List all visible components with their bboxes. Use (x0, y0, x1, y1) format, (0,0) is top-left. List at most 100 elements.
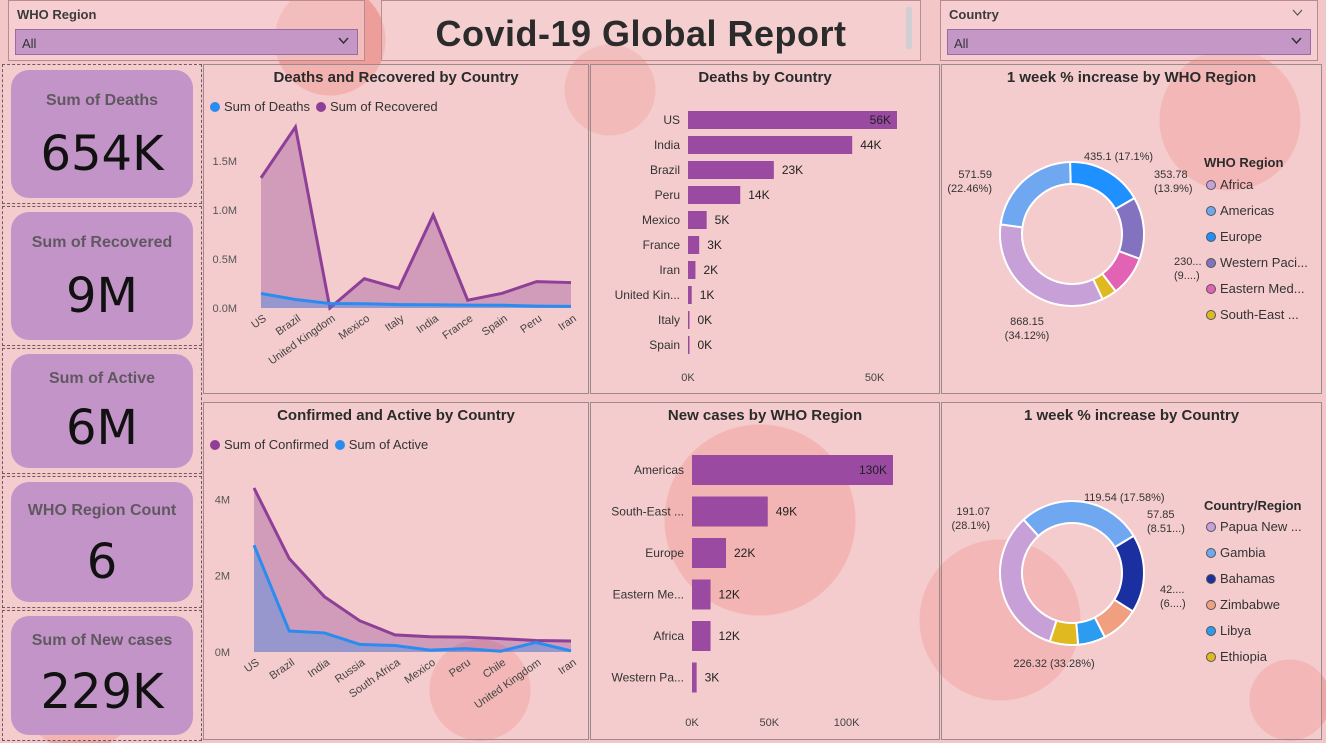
deaths-by-country-bar-chart[interactable]: US 56K India 44K Brazil 23K Peru 14K Mexico 5K Fra… (591, 65, 941, 395)
legend-dot-icon (316, 101, 326, 112)
x-tick-label: Mexico (402, 657, 437, 687)
legend-dot-icon (1206, 283, 1216, 294)
donut-slice (999, 223, 1104, 307)
legend-item[interactable]: Americas (1206, 203, 1274, 218)
donut-data-label: 868.15 (1010, 316, 1044, 328)
x-tick-label: US (249, 313, 268, 332)
bar-data-label: 0K (698, 313, 713, 327)
chart-panel-week-increase-who[interactable]: 1 week % increase by WHO Region 868.15 (3… (941, 64, 1322, 394)
kpi-label: Sum of Recovered (31, 234, 173, 251)
bar-category-label: Iran (659, 263, 680, 277)
chart-panel-new-cases-who[interactable]: New cases by WHO Region Americas 130K Sout… (590, 402, 940, 740)
chart-panel-deaths-recovered[interactable]: Deaths and Recovered by Country Sum of D… (203, 64, 589, 394)
legend-label: Sum of Confirmed (224, 437, 329, 452)
kpi-label: WHO Region Count (27, 502, 177, 519)
chart-legend: Sum of Deaths Sum of Recovered (210, 99, 444, 114)
legend-item[interactable]: Sum of Recovered (316, 99, 438, 114)
legend-dot-icon (1206, 599, 1216, 610)
legend-dot-icon (1206, 257, 1216, 268)
who-region-dropdown[interactable]: All (15, 29, 358, 55)
legend-dot-icon (1206, 651, 1216, 662)
x-tick-label: Peru (518, 313, 544, 336)
legend-item[interactable]: Western Paci... (1206, 255, 1308, 270)
series-line (252, 544, 572, 653)
week-increase-who-donut-chart[interactable]: 868.15 (34.12%) 571.59 (22.46%) 435.1 (17.1%… (942, 65, 1323, 395)
bar-data-label: 12K (719, 629, 740, 643)
x-tick-label: United Kingdom (472, 657, 543, 712)
donut-data-label: (6....) (1160, 598, 1186, 610)
bar-data-label: 1K (700, 288, 715, 302)
donut-data-label: (34.12%) (1005, 330, 1050, 342)
bar (692, 621, 711, 651)
week-increase-country-donut-chart[interactable]: 226.32 (33.28%) 191.07 (28.1%) 119.54 (17.5… (942, 403, 1323, 741)
legend-item[interactable]: Zimbabwe (1206, 597, 1280, 612)
chart-panel-week-increase-country[interactable]: 1 week % increase by Country 226.32 (33.… (941, 402, 1322, 740)
legend-label: Western Paci... (1220, 255, 1308, 270)
legend-item[interactable]: Europe (1206, 229, 1262, 244)
country-slicer[interactable]: Country All (940, 0, 1318, 61)
kpi-card-deaths: Sum of Deaths 654K (2, 64, 202, 204)
legend-dot-icon (1206, 625, 1216, 636)
kpi-label: Sum of Deaths (45, 92, 158, 109)
new-cases-who-bar-chart[interactable]: Americas 130K South-East ... 49K Europe 22K Ea… (591, 403, 941, 741)
bar-data-label: 0K (698, 338, 713, 352)
chart-panel-confirmed-active[interactable]: Confirmed and Active by Country Sum of C… (203, 402, 589, 740)
chart-title: New cases by WHO Region (667, 407, 863, 424)
legend-item[interactable]: Libya (1206, 623, 1251, 638)
series-area (254, 545, 571, 652)
legend-dot-icon (210, 101, 220, 112)
kpi-card-background: Sum of New cases 229K (11, 616, 193, 735)
legend-item[interactable]: South-East ... (1206, 307, 1299, 322)
legend-item[interactable]: Papua New ... (1206, 519, 1302, 534)
x-tick-label: Iran (556, 313, 578, 334)
legend-item[interactable]: Sum of Active (334, 437, 429, 452)
kpi-label: Sum of New cases (31, 632, 173, 649)
legend-label: Libya (1220, 623, 1252, 638)
donut-data-label: 57.85 (1147, 509, 1175, 521)
legend-label: Africa (1220, 177, 1254, 192)
donut-slice (1048, 619, 1080, 646)
series-area (261, 127, 571, 308)
title-scrollbar[interactable] (906, 7, 912, 49)
chevron-down-icon (1291, 37, 1302, 45)
bar-data-label: 22K (734, 546, 755, 560)
legend-dot-icon (1206, 573, 1216, 584)
legend-item[interactable]: Africa (1206, 177, 1253, 192)
donut-slice (1112, 534, 1145, 613)
legend-item[interactable]: Sum of Deaths (210, 99, 310, 114)
bar-data-label: 5K (715, 213, 730, 227)
x-tick-label: Chile (481, 657, 508, 681)
chart-title: Deaths by Country (698, 69, 832, 86)
kpi-value: 6M (66, 400, 138, 456)
series-line (259, 123, 572, 311)
bar-category-label: Americas (634, 463, 684, 477)
legend-item[interactable]: Ethiopia (1206, 649, 1267, 664)
chevron-down-icon[interactable] (1292, 9, 1303, 17)
bar-data-label: 3K (707, 238, 722, 252)
series-area (254, 488, 571, 652)
x-tick-label: 0K (681, 372, 695, 384)
bar-category-label: Peru (655, 188, 680, 202)
country-dropdown[interactable]: All (947, 29, 1311, 55)
legend-label: Sum of Active (348, 437, 429, 452)
who-region-slicer[interactable]: WHO Region All (8, 0, 365, 61)
chart-panel-deaths-by-country[interactable]: Deaths by Country US 56K India 44K Brazil 23K… (590, 64, 940, 394)
donut-data-label: 119.54 (17.58%) (1084, 492, 1165, 504)
legend-dot-icon (1206, 179, 1216, 190)
y-tick-label: 2M (215, 571, 230, 583)
bar-data-label: 44K (860, 138, 881, 152)
donut-data-label: 353.78 (1154, 169, 1188, 181)
legend-item[interactable]: Sum of Confirmed (210, 437, 329, 452)
donut-data-label: 226.32 (33.28%) (1013, 658, 1094, 670)
x-tick-label: Peru (447, 657, 473, 680)
legend-item[interactable]: Eastern Med... (1206, 281, 1305, 296)
legend-label: Bahamas (1220, 571, 1275, 586)
kpi-card-background: Sum of Active 6M (11, 354, 193, 468)
legend-item[interactable]: Bahamas (1206, 571, 1275, 586)
donut-slice (1113, 196, 1145, 261)
legend-label: Europe (1220, 229, 1262, 244)
legend-item[interactable]: Gambia (1206, 545, 1266, 560)
x-tick-label: France (440, 313, 475, 342)
